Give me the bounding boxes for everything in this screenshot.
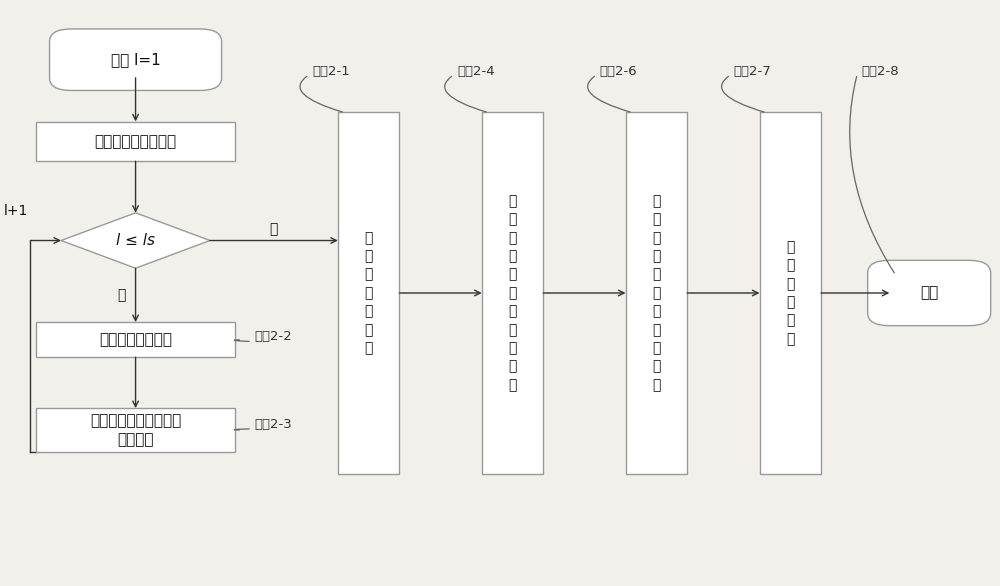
- FancyBboxPatch shape: [50, 29, 222, 90]
- Text: 否: 否: [270, 222, 278, 236]
- Text: 计
算
减
谱
后
的
功
率
谱
密
度: 计 算 减 谱 后 的 功 率 谱 密 度: [652, 194, 661, 392]
- Text: l ≤ ls: l ≤ ls: [116, 233, 155, 248]
- Bar: [760, 112, 821, 474]
- Text: 估计平稳噪音分量的功
率谱密度: 估计平稳噪音分量的功 率谱密度: [90, 413, 181, 447]
- Text: 是: 是: [117, 288, 126, 302]
- Text: 步骤2-1: 步骤2-1: [312, 65, 350, 78]
- Text: 构造语音阻塞滤波器: 构造语音阻塞滤波器: [95, 134, 177, 149]
- Text: 结束: 结束: [920, 285, 938, 301]
- Bar: [36, 322, 235, 357]
- Text: 步骤2-3: 步骤2-3: [255, 418, 292, 431]
- Bar: [36, 408, 235, 452]
- Text: 步骤2-6: 步骤2-6: [600, 65, 637, 78]
- Bar: [482, 112, 543, 474]
- FancyBboxPatch shape: [868, 260, 991, 326]
- Text: 步骤2-4: 步骤2-4: [457, 65, 495, 78]
- Text: 步骤2-2: 步骤2-2: [255, 331, 292, 343]
- Text: 计
算
两
个
通
道
的
平
稳
噪
音: 计 算 两 个 通 道 的 平 稳 噪 音: [508, 194, 517, 392]
- Bar: [338, 112, 399, 474]
- Polygon shape: [61, 213, 210, 268]
- Bar: [626, 112, 687, 474]
- Bar: [36, 121, 235, 161]
- Text: 抑
制
平
稳
噪
音: 抑 制 平 稳 噪 音: [786, 240, 794, 346]
- Text: 计
算
期
望
平
均
值: 计 算 期 望 平 均 值: [364, 231, 373, 355]
- Text: 步骤2-8: 步骤2-8: [862, 65, 899, 78]
- Text: 开始 l=1: 开始 l=1: [111, 52, 160, 67]
- Text: 估计平稳噪音分量: 估计平稳噪音分量: [99, 332, 172, 347]
- Text: 步骤2-7: 步骤2-7: [734, 65, 771, 78]
- Text: l+1: l+1: [3, 205, 28, 219]
